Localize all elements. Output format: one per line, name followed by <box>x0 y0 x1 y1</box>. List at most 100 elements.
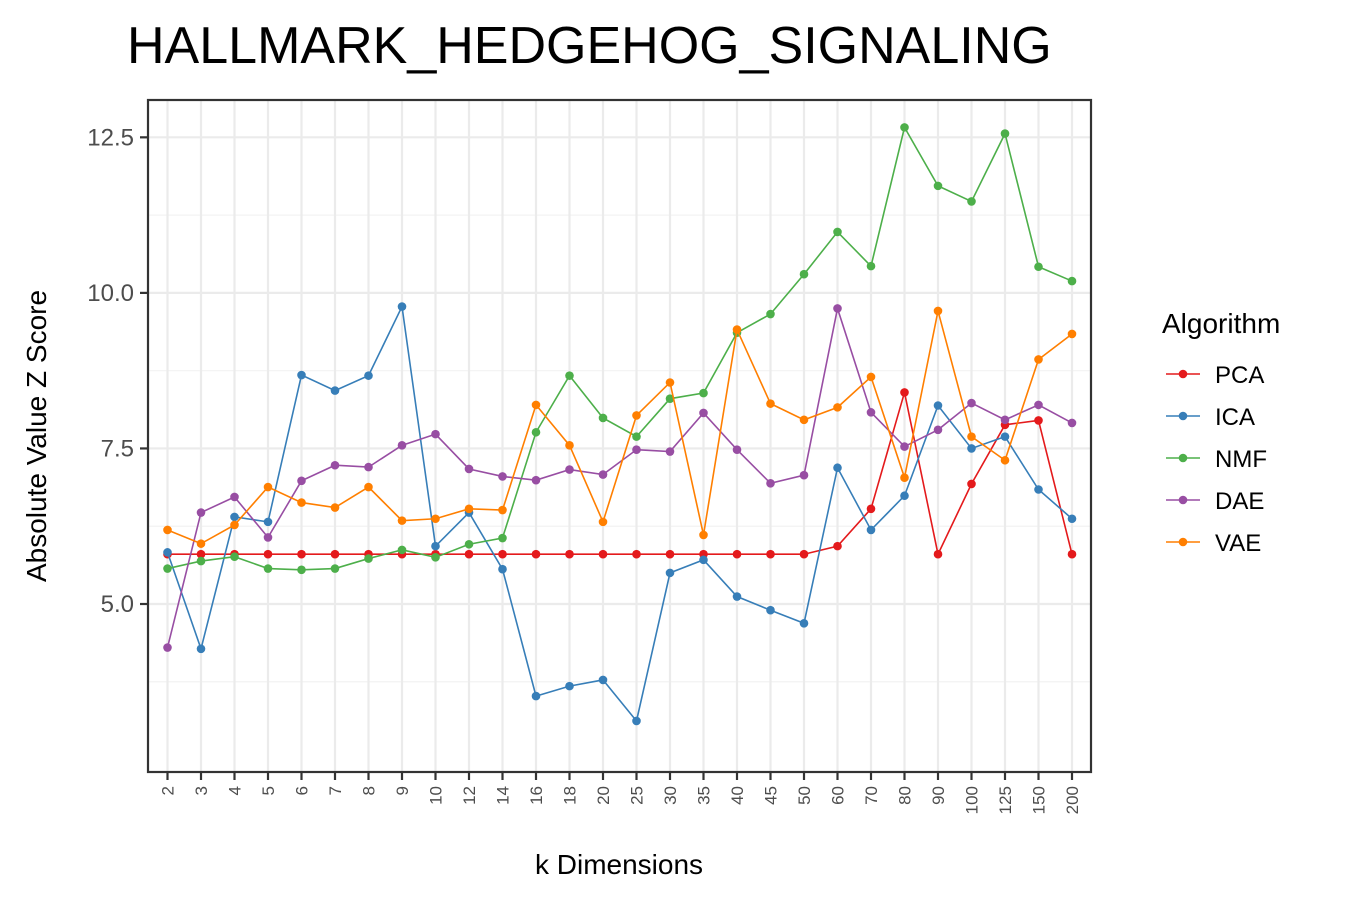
series-layer <box>163 123 1077 726</box>
data-point-vae <box>431 514 440 524</box>
data-point-dae <box>498 472 507 481</box>
data-point-ica <box>297 370 306 380</box>
data-point-nmf <box>531 427 541 437</box>
data-point-ica <box>732 592 742 601</box>
x-tick-label: 14 <box>494 786 513 805</box>
data-point-pca <box>799 549 809 559</box>
data-point-pca <box>330 549 340 559</box>
data-point-nmf <box>866 261 876 271</box>
data-point-nmf <box>263 564 273 573</box>
x-tick-label: 16 <box>527 786 546 805</box>
data-point-nmf <box>364 554 373 563</box>
legend-item-nmf: NMF <box>1166 446 1267 473</box>
x-tick-label: 30 <box>661 786 680 805</box>
data-point-dae <box>732 445 742 454</box>
legend: Algorithm PCA ICA NMF DAE VAE <box>1162 308 1280 557</box>
x-tick-label: 25 <box>628 786 647 805</box>
data-point-dae <box>1034 400 1043 410</box>
data-point-vae <box>732 325 742 334</box>
data-point-dae <box>833 304 842 313</box>
data-point-nmf <box>230 552 239 562</box>
x-tick-label: 100 <box>963 786 982 814</box>
data-point-pca <box>464 549 474 559</box>
data-point-pca <box>732 549 742 559</box>
x-axis: 2 3 4 5 6 7 8 9 10 12 14 16 18 20 25 30 35 40 45 50 60 70 80 90… <box>159 772 1082 814</box>
legend-key-point <box>1178 537 1188 547</box>
series-vae <box>163 306 1077 548</box>
legend-label: ICA <box>1215 404 1255 431</box>
data-point-vae <box>799 415 809 425</box>
legend-label: VAE <box>1215 530 1261 557</box>
data-point-nmf <box>799 269 809 279</box>
data-point-nmf <box>1034 262 1043 272</box>
legend-label: NMF <box>1215 446 1267 473</box>
data-point-dae <box>263 533 273 542</box>
legend-key-point <box>1178 411 1188 421</box>
data-point-vae <box>1000 455 1010 465</box>
data-point-ica <box>230 512 239 522</box>
x-tick-label: 200 <box>1063 786 1082 814</box>
data-point-nmf <box>163 564 172 573</box>
data-point-vae <box>766 399 775 408</box>
data-point-nmf <box>699 388 708 398</box>
x-tick-label: 5 <box>259 786 278 795</box>
series-line-pca <box>167 392 1073 557</box>
data-point-vae <box>364 482 373 492</box>
x-tick-label: 4 <box>226 786 245 795</box>
data-point-ica <box>263 517 273 527</box>
data-point-dae <box>464 464 474 474</box>
data-point-dae <box>967 398 976 408</box>
data-point-vae <box>330 503 340 512</box>
data-point-nmf <box>833 227 842 237</box>
x-tick-label: 70 <box>862 786 881 805</box>
data-point-ica <box>1067 514 1077 524</box>
data-point-vae <box>933 306 943 316</box>
data-point-pca <box>498 549 507 559</box>
data-point-ica <box>900 491 909 501</box>
data-point-nmf <box>632 432 641 441</box>
data-point-ica <box>364 371 373 380</box>
data-point-nmf <box>598 413 608 423</box>
x-tick-label: 80 <box>896 786 915 805</box>
x-tick-label: 40 <box>728 786 747 805</box>
data-point-dae <box>364 462 373 472</box>
data-point-dae <box>799 470 809 480</box>
data-point-pca <box>766 549 775 559</box>
data-point-ica <box>933 401 943 410</box>
x-tick-label: 35 <box>695 786 714 805</box>
legend-item-ica: ICA <box>1166 404 1255 431</box>
x-tick-label: 45 <box>762 786 781 805</box>
data-point-vae <box>632 411 641 420</box>
data-point-dae <box>598 470 608 479</box>
data-point-pca <box>900 388 909 397</box>
x-tick-label: 20 <box>594 786 613 805</box>
data-point-dae <box>1000 415 1010 425</box>
data-point-nmf <box>297 565 306 575</box>
x-tick-label: 3 <box>192 786 211 795</box>
data-point-pca <box>665 549 675 559</box>
chart-title: HALLMARK_HEDGEHOG_SIGNALING <box>127 17 1052 75</box>
x-tick-label: 12 <box>460 786 479 805</box>
legend-item-pca: PCA <box>1166 362 1264 389</box>
data-point-dae <box>230 492 239 502</box>
data-point-nmf <box>1067 276 1077 286</box>
series-nmf <box>163 123 1077 575</box>
data-point-dae <box>297 476 306 486</box>
data-point-dae <box>196 508 206 517</box>
data-point-vae <box>967 432 976 441</box>
legend-label: DAE <box>1215 488 1264 515</box>
data-point-nmf <box>464 539 474 549</box>
data-point-dae <box>565 465 574 474</box>
data-point-dae <box>866 408 876 417</box>
data-point-ica <box>531 691 541 701</box>
data-point-nmf <box>766 309 775 319</box>
data-point-pca <box>196 549 206 559</box>
data-point-pca <box>866 504 876 514</box>
x-tick-label: 18 <box>561 786 580 805</box>
data-point-pca <box>598 549 608 559</box>
data-point-pca <box>833 541 842 551</box>
series-dae <box>163 304 1077 652</box>
series-line-ica <box>166 303 1073 723</box>
data-point-nmf <box>665 394 675 403</box>
data-point-pca <box>933 549 943 559</box>
